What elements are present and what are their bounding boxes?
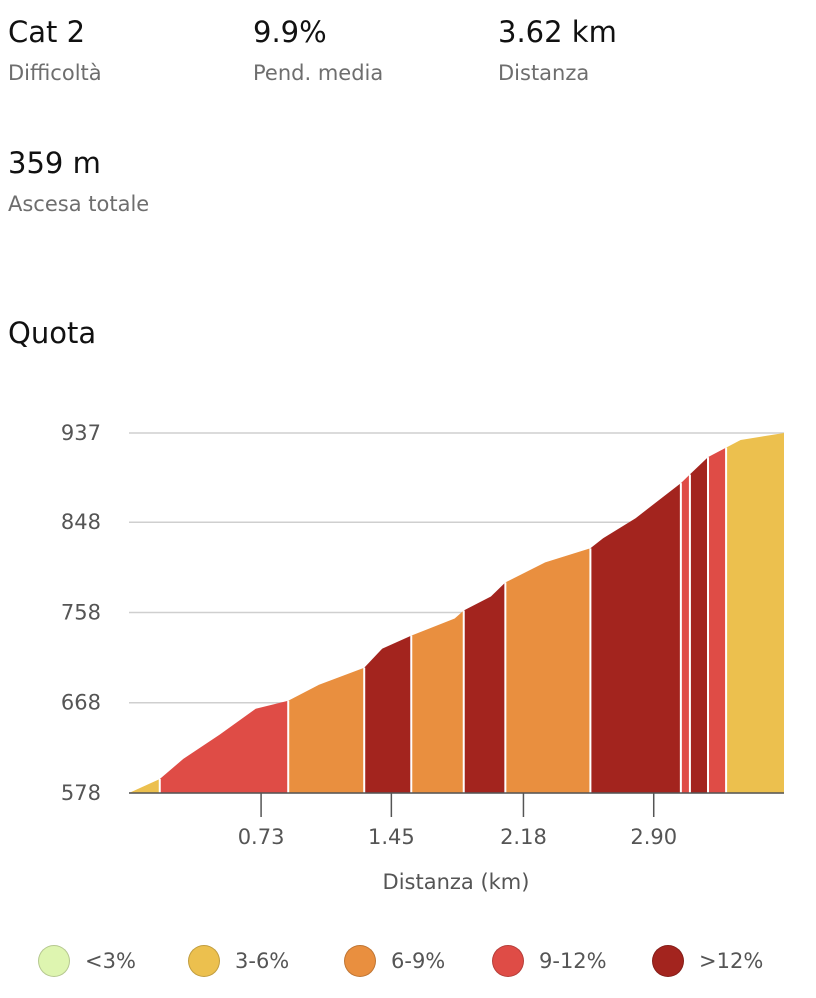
legend-item: 3-6% bbox=[188, 938, 289, 984]
gradient-segment bbox=[505, 548, 591, 793]
legend-item: <3% bbox=[38, 938, 136, 984]
legend-label: <3% bbox=[85, 949, 136, 973]
legend-item: 9-12% bbox=[492, 938, 607, 984]
stat-difficulty: Cat 2 Difficoltà bbox=[8, 14, 102, 86]
stat-value: Cat 2 bbox=[8, 15, 86, 49]
gradient-segment bbox=[463, 582, 506, 793]
legend-label: >12% bbox=[699, 949, 764, 973]
axes: 578 668 758 848 937 0.73 1.45 2.18 2.90 bbox=[61, 421, 784, 849]
elevation-area bbox=[129, 433, 784, 793]
legend-swatch bbox=[652, 945, 684, 977]
legend-swatch bbox=[492, 945, 524, 977]
y-tick-label: 578 bbox=[61, 781, 101, 805]
stat-label: Distanza bbox=[498, 61, 590, 85]
y-tick-label: 848 bbox=[61, 510, 101, 534]
y-tick-label: 758 bbox=[61, 600, 101, 624]
legend-swatch bbox=[38, 945, 70, 977]
elevation-chart: 578 668 758 848 937 0.73 1.45 2.18 2.90 Distanza… bbox=[61, 421, 784, 894]
gradient-segment bbox=[590, 483, 681, 793]
gradient-legend: <3% 3-6% 6-9% 9-12% >12% bbox=[0, 938, 816, 986]
gradient-segment bbox=[288, 667, 365, 793]
gradient-segment bbox=[159, 700, 289, 793]
stat-average-gradient: 9.9% Pend. media bbox=[253, 14, 383, 86]
legend-label: 6-9% bbox=[391, 949, 446, 973]
stat-label: Ascesa totale bbox=[8, 192, 150, 216]
legend-swatch bbox=[188, 945, 220, 977]
stat-label: Pend. media bbox=[253, 61, 384, 85]
y-tick-label: 937 bbox=[61, 421, 101, 445]
stat-label: Difficoltà bbox=[8, 61, 102, 85]
y-tick-label: 668 bbox=[61, 691, 101, 715]
gradient-segment bbox=[689, 457, 708, 793]
stat-total-ascent: 359 m Ascesa totale bbox=[8, 145, 149, 217]
legend-item: >12% bbox=[652, 938, 763, 984]
gradient-segment bbox=[129, 779, 160, 793]
legend-item: 6-9% bbox=[344, 938, 445, 984]
x-axis-title: Distanza (km) bbox=[383, 870, 530, 894]
gradient-segment bbox=[708, 447, 727, 793]
section-title: Quota bbox=[8, 316, 97, 350]
gradient-segment bbox=[680, 474, 690, 793]
x-tick-label: 2.18 bbox=[500, 825, 547, 849]
gradient-segment bbox=[726, 433, 784, 793]
legend-label: 3-6% bbox=[235, 949, 290, 973]
legend-swatch bbox=[344, 945, 376, 977]
gradient-segment bbox=[411, 610, 464, 793]
stat-distance: 3.62 km Distanza bbox=[498, 14, 617, 86]
stat-value: 359 m bbox=[8, 146, 101, 180]
x-tick-label: 0.73 bbox=[238, 825, 285, 849]
stat-value: 3.62 km bbox=[498, 15, 617, 49]
x-tick-label: 1.45 bbox=[368, 825, 415, 849]
legend-label: 9-12% bbox=[539, 949, 607, 973]
x-tick-label: 2.90 bbox=[630, 825, 677, 849]
stat-value: 9.9% bbox=[253, 15, 327, 49]
gradient-segment bbox=[364, 635, 412, 793]
